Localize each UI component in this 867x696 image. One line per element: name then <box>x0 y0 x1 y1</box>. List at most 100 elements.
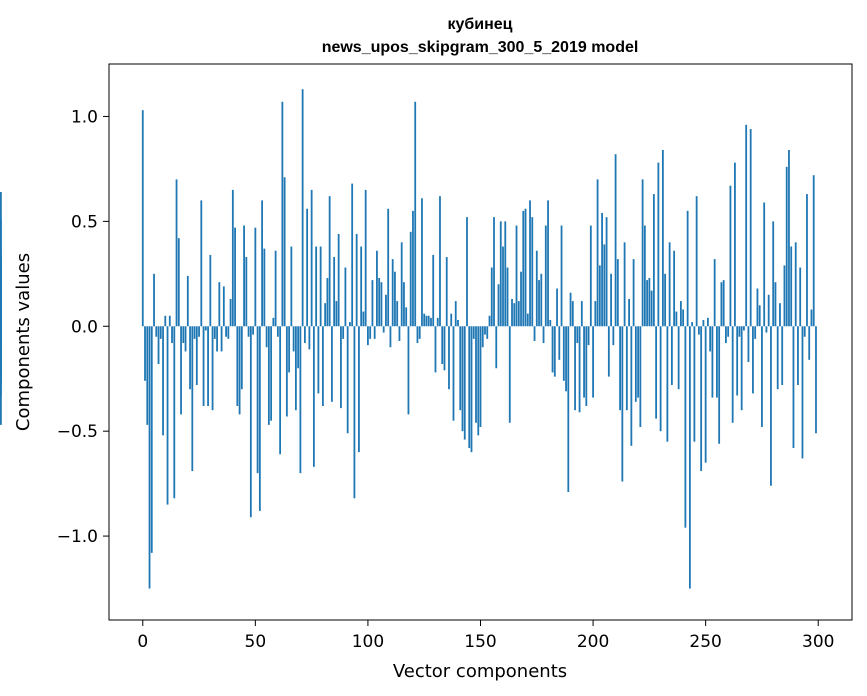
bar-component-190 <box>569 292 572 327</box>
bar-component-276 <box>763 202 766 327</box>
bar-component-83 <box>328 196 331 327</box>
bar-component-85 <box>333 257 336 327</box>
bar-component-248 <box>700 326 703 472</box>
bar-component-45 <box>243 225 245 327</box>
bar-component-17 <box>180 326 182 415</box>
bar-component-86 <box>335 301 338 327</box>
bar-component-78 <box>317 326 320 394</box>
bar-component-249 <box>702 319 705 327</box>
bar-component-263 <box>734 162 736 327</box>
bar-component-112 <box>394 271 396 327</box>
x-tick-label: 0 <box>137 632 148 652</box>
bar-component-52 <box>258 326 261 511</box>
bar-component-210 <box>614 154 617 327</box>
bar-component-288 <box>790 246 793 327</box>
bar-component-247 <box>698 326 700 335</box>
bar-component-165 <box>513 303 516 327</box>
bar-component-46 <box>245 257 248 327</box>
bar-component-193 <box>576 326 579 344</box>
x-tick-label: 250 <box>689 632 721 652</box>
bar-component-272 <box>754 326 757 339</box>
bar-component-286 <box>785 166 788 327</box>
bar-component-49 <box>252 326 254 335</box>
bar-component-274 <box>758 305 761 327</box>
bar-component-1 <box>144 326 146 381</box>
bar-component-194 <box>578 326 581 413</box>
bar-component-129 <box>432 254 435 327</box>
bar-component-undefined <box>0 191 2 327</box>
bar-component-37 <box>225 326 227 337</box>
bar-component-212 <box>619 326 621 411</box>
bar-component-98 <box>362 311 365 327</box>
bar-component-173 <box>531 217 534 327</box>
bar-component-283 <box>779 303 781 327</box>
bar-component-101 <box>369 326 372 339</box>
bar-component-161 <box>504 221 507 327</box>
bar-component-260 <box>727 326 730 337</box>
bar-component-100 <box>367 326 369 346</box>
bar-component-158 <box>497 284 500 327</box>
bar-component-195 <box>580 301 583 327</box>
bar-component-177 <box>540 273 543 327</box>
bar-component-222 <box>641 179 644 327</box>
bar-component-164 <box>511 298 513 327</box>
bar-component-179 <box>544 225 547 327</box>
bar-component-157 <box>495 326 498 369</box>
bar-component-124 <box>421 198 423 327</box>
bar-component-180 <box>547 200 549 327</box>
bar-component-114 <box>398 326 401 341</box>
bar-component-218 <box>632 259 635 327</box>
bar-component-4 <box>150 326 153 553</box>
bar-component-287 <box>788 150 790 327</box>
bar-component-26 <box>200 200 203 327</box>
bar-component-271 <box>752 326 754 394</box>
bar-component-228 <box>655 326 658 419</box>
bar-component-209 <box>612 326 615 346</box>
bar-component-111 <box>391 259 394 327</box>
bar-component-278 <box>767 294 770 327</box>
bar-component-184 <box>556 288 558 327</box>
bar-component-20 <box>186 275 189 327</box>
bar-component-150 <box>479 326 482 427</box>
bar-component-47 <box>247 326 250 337</box>
bar-component-275 <box>761 326 763 427</box>
bar-component-144 <box>466 217 468 327</box>
chart-subtitle: news_upos_skipgram_300_5_2019 model <box>322 39 639 56</box>
bar-component-9 <box>162 326 164 436</box>
bar-component-70 <box>299 326 302 474</box>
bar-component-240 <box>682 309 685 327</box>
bar-component-216 <box>628 298 630 327</box>
bar-component-81 <box>324 303 327 327</box>
bar-component-225 <box>648 278 651 327</box>
bar-component-96 <box>358 326 360 453</box>
bar-component-259 <box>725 326 727 344</box>
bar-component-170 <box>524 208 527 327</box>
bar-component-257 <box>720 282 723 327</box>
bar-component-223 <box>643 225 646 327</box>
bar-component-34 <box>218 282 221 327</box>
bar-component-172 <box>529 200 531 327</box>
bar-component-270 <box>749 129 752 327</box>
bar-component-197 <box>585 326 588 406</box>
x-tick-label: 100 <box>352 632 384 652</box>
bar-component-268 <box>745 124 748 327</box>
bar-component-294 <box>803 326 806 337</box>
bar-component-251 <box>707 317 709 327</box>
bar-component-171 <box>526 313 529 327</box>
bar-component-202 <box>596 179 599 327</box>
bar-component-289 <box>792 326 795 448</box>
bar-component-28 <box>204 326 207 331</box>
bar-component-200 <box>592 326 594 398</box>
bar-series <box>0 89 817 589</box>
bar-component-207 <box>607 326 610 377</box>
bar-component-252 <box>709 326 712 352</box>
bar-component-266 <box>740 326 743 411</box>
bar-component-219 <box>634 326 637 402</box>
chart-title: кубинец <box>447 16 512 33</box>
bar-component-68 <box>294 326 297 411</box>
bar-component-51 <box>256 326 259 474</box>
bar-component-31 <box>211 326 214 411</box>
bar-component-120 <box>412 210 414 327</box>
bar-component-80 <box>321 326 324 406</box>
bar-component-116 <box>403 282 405 327</box>
